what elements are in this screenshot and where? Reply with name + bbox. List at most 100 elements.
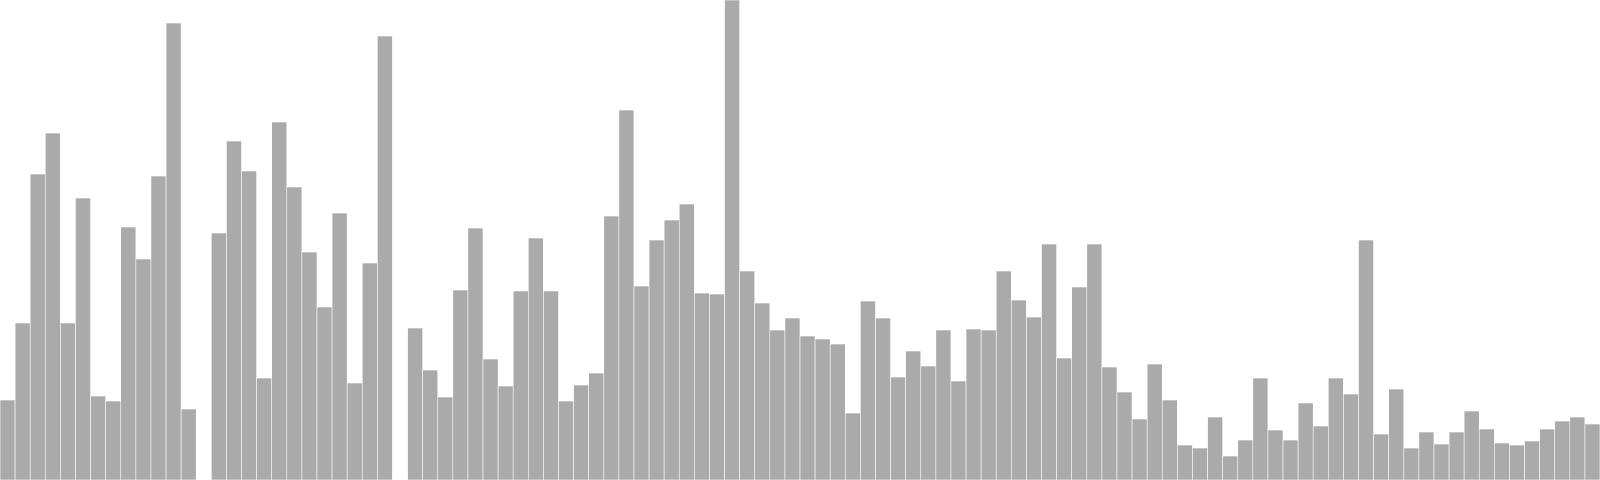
bar-44 bbox=[663, 219, 680, 480]
bar-52 bbox=[784, 317, 801, 480]
bar-3 bbox=[44, 132, 61, 480]
bar-2 bbox=[29, 173, 46, 480]
bar-62 bbox=[935, 329, 952, 480]
bar-88 bbox=[1328, 377, 1344, 480]
bar-73 bbox=[1101, 366, 1118, 480]
bar-60 bbox=[905, 350, 922, 480]
bar-7 bbox=[105, 400, 122, 480]
bar-87 bbox=[1312, 425, 1329, 480]
bar-14 bbox=[211, 232, 227, 480]
bar-21 bbox=[316, 306, 333, 480]
bar-89 bbox=[1343, 393, 1359, 480]
bar-74 bbox=[1116, 391, 1133, 480]
bar-90 bbox=[1358, 239, 1374, 480]
bar-79 bbox=[1192, 447, 1208, 480]
bar-30 bbox=[452, 289, 469, 480]
bar-22 bbox=[331, 212, 348, 480]
bar-12 bbox=[180, 408, 197, 480]
bar-99 bbox=[1494, 442, 1510, 480]
bar-64 bbox=[965, 328, 982, 480]
bar-101 bbox=[1524, 440, 1540, 480]
bar-49 bbox=[739, 270, 756, 480]
bar-24 bbox=[361, 262, 378, 480]
bar-55 bbox=[829, 343, 846, 480]
bar-40 bbox=[603, 215, 620, 480]
bar-50 bbox=[754, 302, 771, 480]
bar-94 bbox=[1418, 431, 1435, 480]
bar-16 bbox=[241, 170, 257, 480]
bar-11 bbox=[165, 22, 182, 480]
bar-65 bbox=[980, 329, 997, 480]
bar-33 bbox=[497, 385, 514, 480]
bar-59 bbox=[890, 376, 906, 480]
bar-56 bbox=[844, 412, 861, 480]
bar-43 bbox=[648, 239, 665, 480]
bar-34 bbox=[512, 290, 529, 480]
bar-23 bbox=[346, 382, 363, 480]
bar-72 bbox=[1086, 243, 1103, 480]
bar-31 bbox=[467, 227, 484, 480]
bar-54 bbox=[814, 338, 831, 480]
bar-35 bbox=[527, 237, 544, 480]
bar-86 bbox=[1297, 402, 1314, 480]
bar-8 bbox=[120, 226, 137, 480]
bar-36 bbox=[543, 290, 559, 480]
bar-77 bbox=[1161, 399, 1178, 480]
bar-98 bbox=[1478, 428, 1495, 480]
bar-47 bbox=[709, 293, 725, 480]
bar-53 bbox=[799, 335, 816, 480]
bar-67 bbox=[1011, 299, 1027, 480]
bar-20 bbox=[301, 251, 318, 480]
bar-57 bbox=[860, 300, 876, 480]
bar-38 bbox=[573, 384, 589, 480]
bar-18 bbox=[271, 121, 288, 480]
bar-6 bbox=[90, 395, 106, 480]
bar-68 bbox=[1026, 316, 1042, 480]
bar-42 bbox=[633, 285, 650, 480]
bar-19 bbox=[286, 186, 303, 480]
bar-46 bbox=[694, 292, 710, 480]
bar-27 bbox=[407, 327, 423, 480]
bar-82 bbox=[1237, 439, 1254, 480]
bar-63 bbox=[950, 380, 967, 480]
bar-41 bbox=[618, 109, 635, 480]
bar-83 bbox=[1252, 377, 1269, 480]
bar-76 bbox=[1146, 363, 1163, 480]
bar-91 bbox=[1373, 433, 1389, 480]
bar-85 bbox=[1282, 439, 1299, 480]
bar-0 bbox=[0, 399, 16, 480]
bar-100 bbox=[1509, 444, 1525, 480]
bar-69 bbox=[1041, 243, 1057, 480]
bar-97 bbox=[1463, 410, 1480, 480]
bar-39 bbox=[588, 372, 605, 480]
bar-70 bbox=[1056, 357, 1072, 480]
bar-84 bbox=[1267, 429, 1284, 480]
bar-29 bbox=[437, 396, 454, 480]
bar-75 bbox=[1131, 418, 1148, 480]
bar-61 bbox=[920, 365, 937, 480]
bar-17 bbox=[256, 377, 272, 480]
bar-81 bbox=[1222, 455, 1239, 480]
bar-10 bbox=[150, 175, 167, 480]
bar-105 bbox=[1584, 423, 1600, 480]
bar-58 bbox=[875, 317, 891, 480]
bar-15 bbox=[226, 140, 242, 480]
bar-25 bbox=[377, 35, 393, 480]
bar-104 bbox=[1569, 416, 1586, 480]
bar-1 bbox=[14, 322, 31, 480]
bar-92 bbox=[1388, 388, 1405, 480]
bar-95 bbox=[1433, 443, 1450, 480]
bar-102 bbox=[1539, 428, 1556, 480]
bar-9 bbox=[135, 258, 152, 480]
bar-48 bbox=[724, 0, 740, 480]
bar-103 bbox=[1554, 420, 1571, 480]
bar-32 bbox=[482, 358, 499, 480]
bar-4 bbox=[60, 322, 76, 480]
bar-66 bbox=[995, 270, 1012, 480]
bar-80 bbox=[1207, 416, 1223, 480]
bar-28 bbox=[422, 369, 439, 480]
bar-5 bbox=[75, 197, 91, 480]
bar-51 bbox=[769, 329, 786, 480]
